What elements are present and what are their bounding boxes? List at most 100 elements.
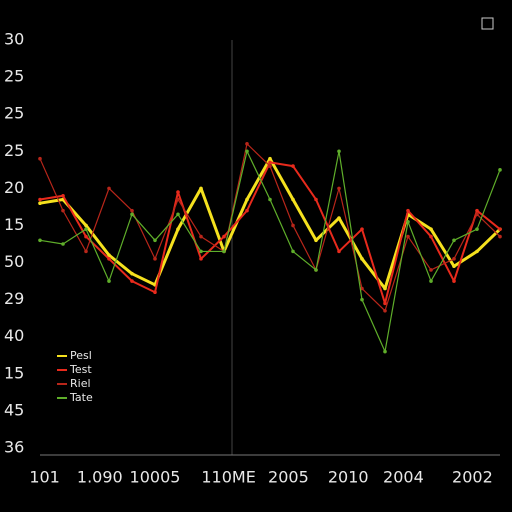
point bbox=[268, 156, 272, 161]
point bbox=[176, 197, 180, 202]
point bbox=[245, 142, 249, 146]
point bbox=[130, 279, 134, 283]
point bbox=[222, 234, 226, 239]
x-tick-label: 2002 bbox=[452, 468, 493, 487]
point bbox=[383, 308, 387, 313]
point bbox=[199, 186, 203, 191]
x-tick-label: 101 bbox=[29, 468, 60, 487]
point bbox=[360, 227, 364, 231]
y-tick-label: 36 bbox=[4, 438, 24, 457]
point bbox=[153, 238, 157, 243]
x-tick-label: 1.090 bbox=[77, 468, 123, 487]
point bbox=[38, 201, 42, 205]
icon[interactable] bbox=[481, 17, 494, 30]
point bbox=[383, 301, 387, 306]
point bbox=[199, 234, 203, 239]
point bbox=[107, 279, 111, 283]
point bbox=[475, 249, 479, 254]
point bbox=[245, 197, 249, 202]
point bbox=[84, 249, 88, 254]
point bbox=[498, 234, 502, 239]
point bbox=[337, 186, 341, 191]
point bbox=[107, 186, 111, 191]
point bbox=[452, 257, 456, 261]
y-tick-label: 15 bbox=[4, 215, 24, 234]
point bbox=[475, 208, 479, 213]
point bbox=[337, 216, 341, 220]
point bbox=[130, 212, 134, 217]
point bbox=[84, 227, 88, 231]
point bbox=[222, 249, 226, 254]
point bbox=[429, 234, 433, 239]
point bbox=[314, 268, 318, 272]
point bbox=[360, 286, 364, 291]
point bbox=[337, 149, 341, 154]
point bbox=[268, 164, 272, 168]
point bbox=[406, 219, 410, 224]
point bbox=[429, 227, 433, 231]
point bbox=[337, 249, 341, 254]
point bbox=[61, 208, 65, 213]
point bbox=[406, 208, 410, 213]
point bbox=[291, 249, 295, 254]
x-tick-label: 2010 bbox=[328, 468, 369, 487]
point bbox=[153, 257, 157, 261]
point bbox=[498, 168, 502, 172]
point bbox=[291, 197, 295, 202]
point bbox=[475, 227, 479, 231]
point bbox=[176, 212, 180, 217]
point bbox=[429, 279, 433, 283]
point bbox=[498, 227, 502, 231]
point bbox=[360, 257, 364, 261]
point bbox=[84, 234, 88, 239]
y-tick-label: 25 bbox=[4, 141, 24, 160]
y-tick-label: 29 bbox=[4, 289, 24, 308]
point bbox=[314, 197, 318, 202]
point bbox=[61, 193, 65, 198]
point bbox=[429, 268, 433, 272]
y-tick-label: 30 bbox=[4, 30, 24, 49]
x-tick-label: 2004 bbox=[383, 468, 424, 487]
legend-label: Pesl bbox=[70, 349, 92, 362]
point bbox=[176, 227, 180, 231]
point bbox=[452, 238, 456, 243]
legend-label: Test bbox=[69, 363, 92, 376]
point bbox=[153, 290, 157, 295]
y-tick-label: 45 bbox=[4, 400, 24, 419]
point bbox=[245, 149, 249, 154]
y-tick-label: 20 bbox=[4, 178, 24, 197]
point bbox=[452, 264, 456, 269]
x-tick-label: 2005 bbox=[268, 468, 309, 487]
point bbox=[360, 297, 364, 302]
point bbox=[107, 257, 111, 261]
point bbox=[291, 164, 295, 168]
point bbox=[61, 242, 65, 246]
y-tick-label: 25 bbox=[4, 104, 24, 123]
x-tick-label: 110ME bbox=[201, 468, 255, 487]
y-tick-label: 50 bbox=[4, 252, 24, 271]
point bbox=[199, 257, 203, 261]
point bbox=[383, 349, 387, 354]
point bbox=[199, 249, 203, 254]
point bbox=[38, 238, 42, 243]
legend-label: Tate bbox=[69, 391, 93, 404]
point bbox=[475, 212, 479, 217]
point bbox=[38, 197, 42, 202]
x-tick-label: 10005 bbox=[130, 468, 181, 487]
y-tick-label: 15 bbox=[4, 363, 24, 382]
point bbox=[84, 223, 88, 228]
y-tick-label: 40 bbox=[4, 326, 24, 345]
point bbox=[314, 238, 318, 243]
point bbox=[38, 156, 42, 161]
point bbox=[406, 234, 410, 239]
legend-label: Riel bbox=[70, 377, 91, 390]
point bbox=[245, 208, 249, 213]
point bbox=[130, 271, 134, 276]
point bbox=[268, 197, 272, 202]
point bbox=[383, 286, 387, 291]
point bbox=[291, 223, 295, 228]
y-tick-label: 25 bbox=[4, 67, 24, 86]
point bbox=[268, 160, 272, 165]
